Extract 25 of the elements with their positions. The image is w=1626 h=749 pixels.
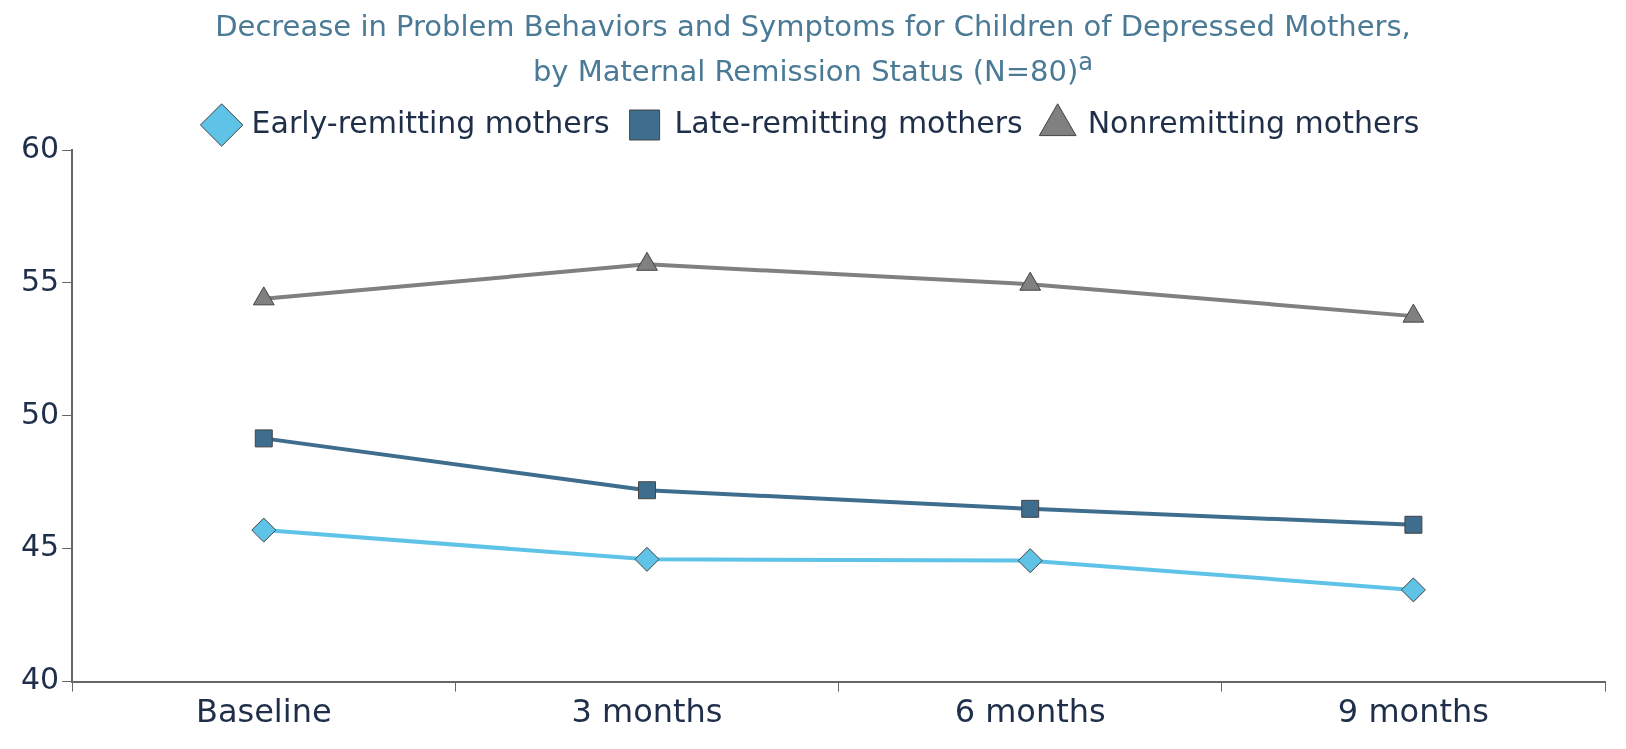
point — [1017, 548, 1043, 574]
point — [1400, 577, 1426, 603]
legend-label: Nonremitting mothers — [1087, 104, 1420, 140]
point — [1021, 499, 1040, 518]
point — [634, 546, 660, 572]
y-tick-label: 45 — [20, 528, 60, 564]
point — [251, 517, 277, 543]
x-tick-label: 6 months — [954, 692, 1106, 731]
point — [636, 251, 658, 271]
y-tick-label: 60 — [20, 129, 60, 165]
point — [1402, 303, 1425, 323]
point — [254, 429, 273, 448]
legend-label: Late-remitting mothers — [674, 104, 1023, 140]
y-tick-label: 55 — [20, 262, 60, 298]
x-tick-label: 3 months — [571, 692, 723, 731]
point — [638, 481, 656, 500]
point — [1404, 515, 1423, 534]
x-tick-label: 9 months — [1337, 692, 1489, 731]
x-tick-label: Baseline — [195, 692, 332, 731]
y-tick-label: 50 — [20, 395, 60, 431]
legend-label: Early-remitting mothers — [251, 104, 610, 140]
y-tick-label: 40 — [20, 661, 60, 697]
point — [1019, 271, 1042, 291]
chart-title: Decrease in Problem Behaviors and Symptoms for Children of Depressed Mothers, by Maternal Remission Status (N=80)$^{a}$ — [214, 8, 1412, 90]
point — [252, 286, 275, 306]
